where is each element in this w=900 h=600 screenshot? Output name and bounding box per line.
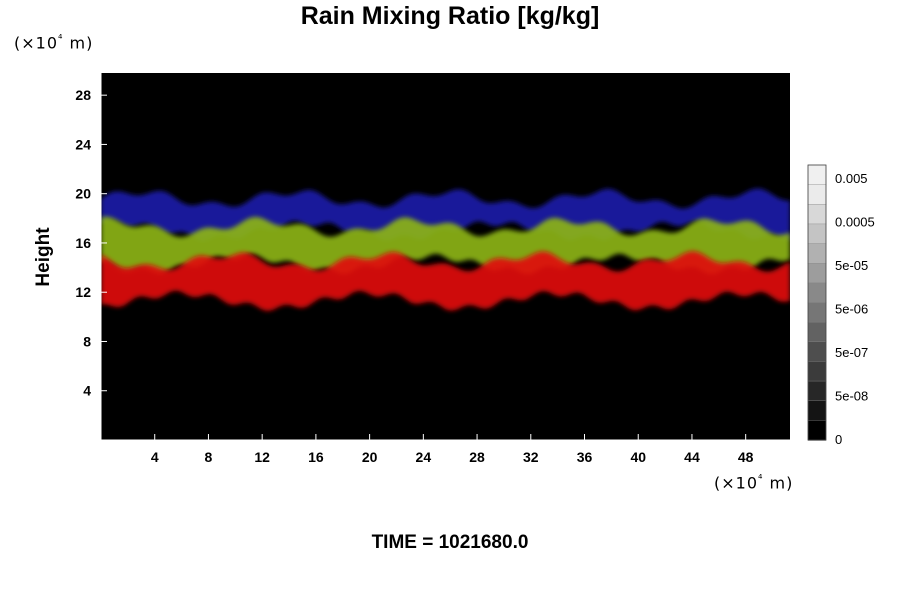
x-tick-label: 4 [151, 449, 159, 465]
colorbar-level [807, 184, 827, 205]
x-tick-label: 8 [205, 449, 213, 465]
x-tick-label: 12 [254, 449, 270, 465]
colorbar-tick-label: 0.0005 [835, 215, 875, 230]
chart-title: Rain Mixing Ratio [kg/kg] [300, 2, 600, 30]
colorbar-level [807, 282, 827, 304]
y-tick-label: 16 [75, 235, 91, 251]
colorbar-tick-label: 5e-06 [835, 302, 868, 317]
y-tick-label: 12 [75, 284, 91, 300]
colorbar-level [807, 302, 827, 323]
colorbar-level [807, 341, 827, 363]
colorbar-tick-label: 5e-05 [835, 258, 868, 273]
x-tick-label: 44 [684, 449, 700, 465]
colorbar-level [807, 223, 827, 245]
colorbar-level [807, 243, 827, 264]
y-tick-label: 4 [83, 383, 91, 399]
y-tick-label: 24 [75, 136, 91, 152]
colorbar-level [807, 263, 827, 284]
x-tick-label: 20 [362, 449, 378, 465]
colorbar-level [807, 164, 827, 186]
x-tick-label: 36 [577, 449, 593, 465]
y-tick-label: 28 [75, 87, 91, 103]
colorbar-tick-label: 5e-08 [835, 389, 868, 404]
x-tick-label: 16 [308, 449, 324, 465]
time-label: TIME = 1021680.0 [371, 532, 529, 553]
colorbar-level [807, 420, 827, 441]
x-tick-label: 32 [523, 449, 539, 465]
colorbar-tick-label: 5e-07 [835, 345, 868, 360]
y-unit-label: (×10⁴ m) [14, 32, 94, 53]
colorbar-level [807, 361, 827, 382]
x-tick-label: 24 [416, 449, 432, 465]
colorbar-level [807, 321, 827, 343]
x-tick-label: 40 [630, 449, 646, 465]
y-tick-label: 8 [83, 333, 91, 349]
layer-band [101, 251, 790, 312]
colorbar-tick-label: 0.005 [835, 171, 868, 186]
colorbar-level [807, 204, 827, 225]
colorbar-tick-label: 0 [835, 432, 842, 447]
colorbar-level [807, 400, 827, 422]
colorbar-frame [807, 164, 827, 441]
colorbar-level [807, 380, 827, 402]
colorbar: 0.005 0.0005 5e-05 5e-06 5e-07 5e-08 0 [807, 164, 875, 447]
x-tick-label: 48 [738, 449, 754, 465]
x-unit-label: (×10⁴ m) [714, 472, 794, 493]
y-tick-label: 20 [75, 186, 91, 202]
x-tick-label: 28 [469, 449, 485, 465]
layer-band [101, 216, 790, 275]
